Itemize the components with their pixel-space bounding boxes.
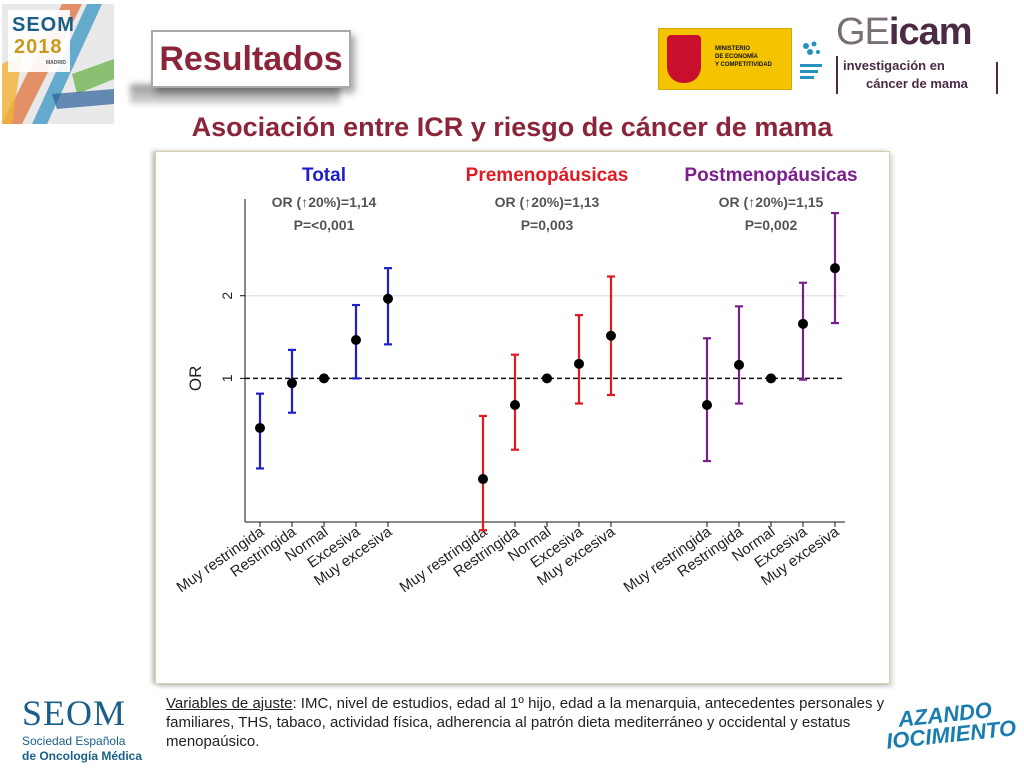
group-title: Total (302, 165, 346, 186)
logo-seom-text: SEOM (12, 14, 75, 36)
ministerio-logo: MINISTERIO DE ECONOMÍA Y COMPETITIVIDAD (658, 28, 792, 90)
footnote: Variables de ajuste: IMC, nivel de estud… (166, 694, 886, 751)
geicam-tagline-1: investigación en (843, 58, 945, 73)
ministerio-text: MINISTERIO DE ECONOMÍA Y COMPETITIVIDAD (715, 46, 772, 68)
title-shadow (130, 84, 340, 104)
slide-title: Resultados (159, 39, 343, 78)
seom-subtitle-1: Sociedad Española (22, 734, 126, 748)
or-point (702, 400, 712, 411)
footnote-label: Variables de ajuste (166, 695, 293, 712)
or-point (798, 318, 808, 329)
or-point (255, 422, 265, 433)
group-or-stat: OR (↑20%)=1,13 (495, 194, 600, 210)
group-title: Postmenopáusicas (684, 165, 857, 186)
y-tick-label: 1 (219, 374, 235, 382)
or-point (542, 373, 552, 384)
or-point (606, 330, 616, 341)
or-point (766, 373, 776, 384)
group-or-stat: OR (↑20%)=1,15 (719, 194, 824, 210)
or-point (478, 474, 488, 485)
seom-subtitle-2: de Oncología Médica (22, 749, 143, 763)
or-point (574, 358, 584, 369)
y-axis-label: OR (186, 366, 205, 392)
geicam-divider-right (996, 62, 998, 94)
coat-of-arms-icon (667, 35, 701, 83)
seom-logo: SEOM (22, 693, 127, 733)
or-point (510, 400, 520, 411)
geicam-divider (836, 56, 838, 94)
y-tick-label: 2 (219, 292, 235, 300)
logo-year-text: 2018 (14, 36, 63, 58)
geicam-tagline-2: cáncer de mama (866, 76, 968, 91)
chart-panel (155, 151, 890, 684)
or-point (287, 378, 297, 389)
isciii-logo-icon (800, 41, 822, 79)
group-or-stat: OR (↑20%)=1,14 (272, 194, 377, 210)
or-point (383, 293, 393, 304)
logo-city-text: MADRID (46, 60, 66, 66)
geicam-logo: GEicam (836, 11, 973, 53)
or-point (351, 334, 361, 345)
group-p-value: P=<0,001 (294, 217, 355, 233)
group-title: Premenopáusicas (466, 165, 629, 186)
seom-2018-logo: SEOM 2018 MADRID (2, 4, 114, 124)
logo-stripes-graphic (2, 4, 114, 124)
slide-title-box: Resultados (151, 30, 351, 88)
group-p-value: P=0,002 (745, 217, 798, 233)
or-point (319, 373, 329, 384)
group-p-value: P=0,003 (521, 217, 574, 233)
footnote-text: : IMC, nivel de estudios, edad al 1º hij… (166, 695, 885, 750)
or-point (734, 359, 744, 370)
chart-heading: Asociación entre ICR y riesgo de cáncer … (191, 112, 833, 142)
or-point (830, 263, 840, 274)
